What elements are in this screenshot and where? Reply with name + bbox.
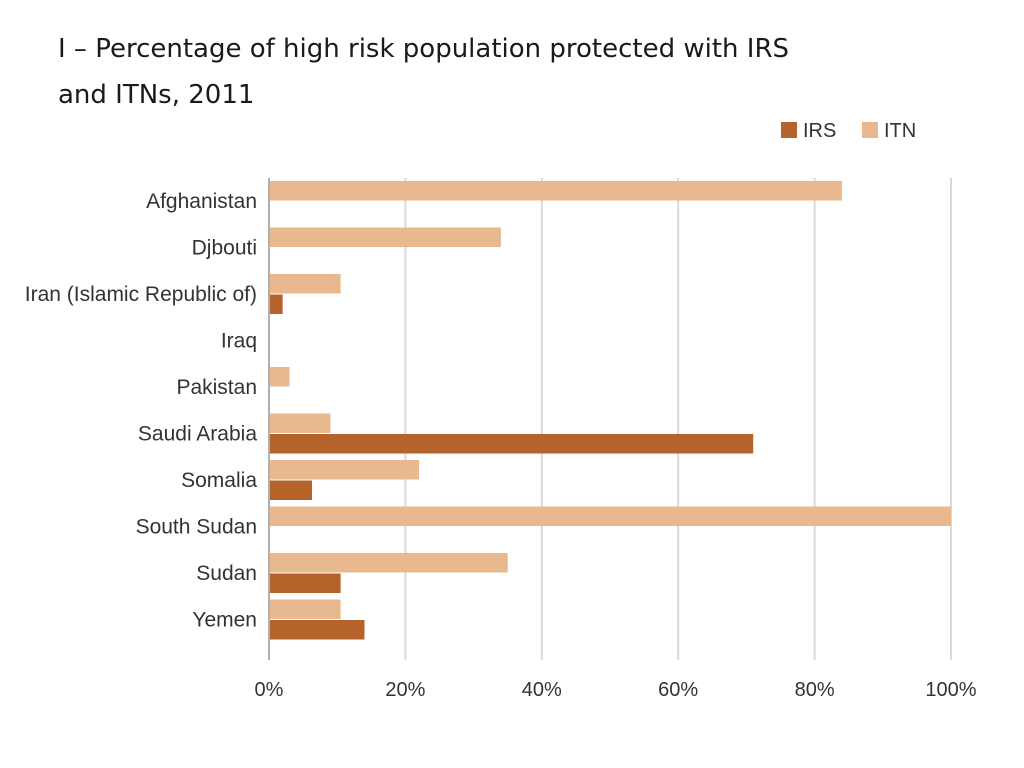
bar-irs <box>269 573 341 593</box>
bar-itn <box>269 553 508 573</box>
category-label: South Sudan <box>136 516 257 539</box>
chart-title: I – Percentage of high risk population p… <box>58 26 958 118</box>
legend-swatch-irs <box>781 122 797 138</box>
bar-irs <box>269 480 312 500</box>
x-axis-ticks: 0% 20% 40% 60% 80% 100% <box>255 679 977 701</box>
chart-title-line-2: and ITNs, 2011 <box>58 80 255 110</box>
category-label: Djbouti <box>192 237 257 260</box>
x-tick-label: 40% <box>522 679 562 701</box>
category-label: Iran (Islamic Republic of) <box>25 283 257 306</box>
bar-itn <box>269 413 331 433</box>
bars <box>269 181 951 640</box>
bar-itn <box>269 460 420 480</box>
bar-itn <box>269 274 341 294</box>
bar-irs <box>269 434 754 454</box>
category-label: Iraq <box>221 330 257 353</box>
bar-itn <box>269 181 842 201</box>
x-tick-label: 60% <box>658 679 698 701</box>
bar-itn <box>269 367 290 387</box>
legend: IRS ITN <box>781 120 916 142</box>
x-tick-label: 80% <box>795 679 835 701</box>
x-tick-label: 100% <box>925 679 976 701</box>
category-label: Saudi Arabia <box>138 423 257 446</box>
category-label: Somalia <box>181 469 257 492</box>
bar-itn <box>269 599 341 619</box>
gridlines <box>404 178 952 660</box>
category-label: Yemen <box>192 609 257 632</box>
category-label: Afghanistan <box>146 190 257 213</box>
x-tick-label: 20% <box>385 679 425 701</box>
legend-swatch-itn <box>862 122 878 138</box>
bar-itn <box>269 506 951 526</box>
x-tick-label: 0% <box>255 679 284 701</box>
legend-label-irs: IRS <box>803 120 836 142</box>
legend-label-itn: ITN <box>884 120 916 142</box>
bar-irs <box>269 620 365 640</box>
bar-irs <box>269 294 283 314</box>
bar-itn <box>269 227 501 247</box>
category-label: Pakistan <box>176 376 257 399</box>
category-label: Sudan <box>196 562 257 585</box>
chart-title-line-1: I – Percentage of high risk population p… <box>58 34 790 64</box>
y-axis: Afghanistan Djbouti Iran (Islamic Republic… <box>25 178 270 660</box>
